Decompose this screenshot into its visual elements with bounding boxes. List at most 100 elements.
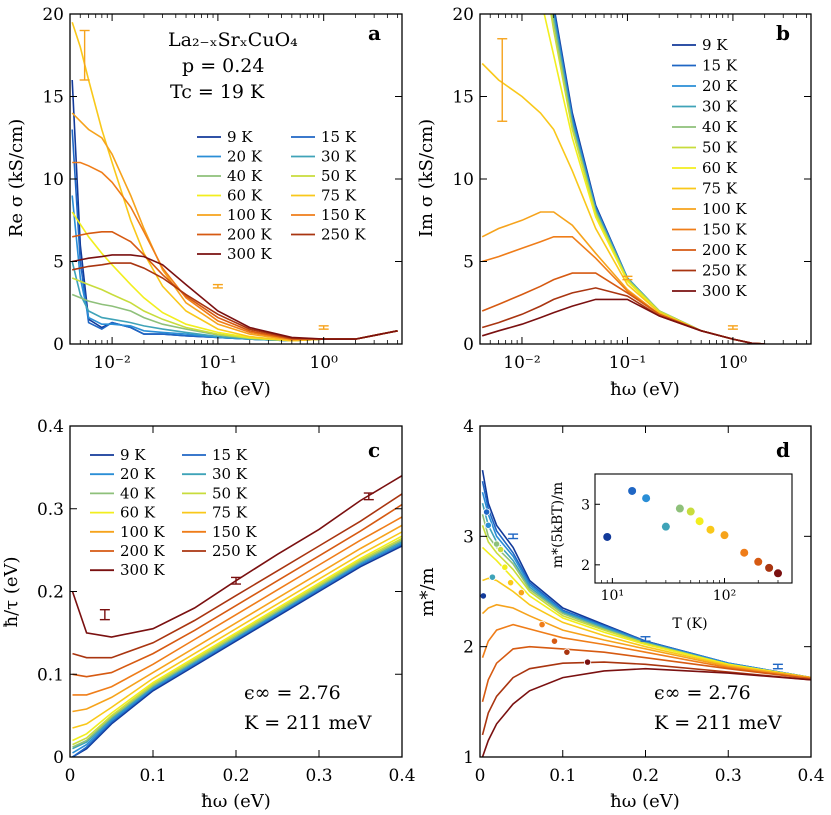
d-series-300k — [481, 667, 811, 757]
panel-c-label: c — [368, 438, 380, 462]
a-ytick-label-1: 5 — [53, 253, 64, 273]
inset-point-60k — [695, 517, 704, 526]
b-ytick-label-2: 10 — [452, 170, 474, 190]
inset-xtick-label-1: 10² — [713, 588, 736, 604]
d-marker-75k — [507, 579, 515, 587]
panel-a-compound: La₂₋ₓSrₓCuO₄ — [168, 29, 298, 51]
d-ytick-label-1: 2 — [463, 638, 474, 658]
inset-point-20k — [642, 494, 651, 503]
d-marker-100k — [517, 589, 525, 597]
d-marker-60k — [501, 563, 509, 571]
b-legend-label-200k: 200 K — [702, 241, 747, 259]
panel-c-eps: ϵ∞ = 2.76 — [244, 682, 341, 704]
inset-point-300k — [773, 569, 782, 578]
c-legend-label-200k: 200 K — [120, 542, 165, 560]
panel-a-tc: Tc = 19 K — [170, 81, 265, 103]
panel-b-ylabel: Im σ (kS/cm) — [416, 119, 437, 237]
panel-c-ylabel: ħ/τ (eV) — [1, 556, 22, 627]
panel-d-ylabel: m*/m — [417, 567, 438, 616]
panel-d-inset: 10¹ 10² 2 3 — [581, 473, 793, 604]
d-xtick-label-2: 0.2 — [632, 766, 659, 786]
panel-a-label: a — [368, 21, 381, 45]
c-legend-label-20k: 20 K — [120, 465, 156, 483]
a-xtick-label-1: 10⁻¹ — [199, 353, 236, 373]
c-legend-label-60k: 60 K — [120, 504, 156, 522]
c-series-40k — [72, 539, 402, 748]
inset-frame — [594, 473, 793, 584]
panel-b-label: b — [776, 21, 790, 45]
d-marker-200k — [550, 637, 559, 645]
inset-ylabel: m*(5kBT)/m — [550, 482, 566, 568]
d-series-100k — [481, 603, 811, 679]
c-xtick-label-2: 0.2 — [222, 766, 249, 786]
inset-point-9k — [603, 532, 612, 541]
b-xtick-label-1: 10⁻¹ — [609, 353, 646, 373]
b-legend-label-100k: 100 K — [702, 200, 747, 218]
inset-point-100k — [720, 531, 729, 540]
c-xtick-label-0: 0 — [65, 766, 76, 786]
d-marker-250k — [563, 648, 571, 656]
c-xtick-label-4: 0.4 — [388, 766, 415, 786]
a-legend-label-50k: 50 K — [321, 167, 357, 185]
a-series-300k — [72, 254, 398, 340]
c-series-75k — [72, 531, 402, 729]
c-ytick-label-4: 0.4 — [37, 417, 64, 437]
d-xtick-label-4: 0.4 — [797, 766, 824, 786]
c-series-150k — [72, 516, 402, 696]
panel-d-eps: ϵ∞ = 2.76 — [654, 682, 751, 704]
inset-point-50k — [686, 507, 695, 516]
d-marker-50k — [497, 545, 505, 554]
a-series-50k — [71, 277, 398, 342]
panel-d-k: K = 211 meV — [654, 712, 782, 734]
inset-point-15k — [628, 486, 637, 495]
c-xtick-label-3: 0.3 — [305, 766, 332, 786]
a-legend-label-9k: 9 K — [227, 128, 253, 146]
b-legend-label-20k: 20 K — [702, 77, 738, 95]
d-ytick-label-2: 3 — [463, 527, 474, 547]
c-legend-label-75k: 75 K — [212, 504, 248, 522]
b-legend-label-9k: 9 K — [702, 36, 728, 54]
c-series-50k — [72, 537, 402, 746]
d-series-200k — [481, 645, 811, 703]
a-legend-label-100k: 100 K — [227, 206, 272, 224]
panel-d-xlabel: ħω (eV) — [610, 791, 680, 812]
a-series-group — [71, 22, 398, 342]
a-legend-label-200k: 200 K — [227, 226, 272, 244]
b-xtick-label-0: 10⁻² — [503, 353, 540, 373]
c-legend-label-30k: 30 K — [212, 465, 248, 483]
b-xtick-label-2: 10⁰ — [719, 353, 748, 373]
c-legend-label-9k: 9 K — [120, 446, 146, 464]
a-legend-label-60k: 60 K — [227, 187, 263, 205]
a-legend-label-15k: 15 K — [321, 128, 357, 146]
inset-ytick-label-0: 2 — [581, 558, 590, 574]
b-legend-label-30k: 30 K — [702, 98, 738, 116]
inset-point-200k — [754, 557, 763, 566]
b-legend-label-40k: 40 K — [702, 118, 738, 136]
d-ytick-label-0: 1 — [463, 748, 474, 768]
d-xtick-label-3: 0.3 — [715, 766, 742, 786]
a-legend-label-20k: 20 K — [227, 148, 263, 166]
c-legend-label-100k: 100 K — [120, 523, 165, 541]
a-legend-label-75k: 75 K — [321, 187, 357, 205]
b-ytick-label-4: 20 — [452, 5, 474, 25]
a-ytick-label-3: 15 — [42, 88, 64, 108]
b-legend-label-150k: 150 K — [702, 221, 747, 239]
a-ytick-label-0: 0 — [53, 335, 64, 355]
c-ytick-label-1: 0.1 — [37, 665, 64, 685]
c-ytick-label-0: 0 — [53, 748, 64, 768]
inset-point-75k — [706, 525, 715, 534]
a-legend-label-30k: 30 K — [321, 148, 357, 166]
inset-point-40k — [675, 504, 684, 513]
b-legend-label-300k: 300 K — [702, 282, 747, 300]
c-legend-label-150k: 150 K — [212, 523, 257, 541]
c-series-250k — [72, 493, 402, 659]
d-xtick-label-0: 0 — [475, 766, 486, 786]
b-ytick-label-1: 5 — [463, 253, 474, 273]
c-ytick-label-2: 0.2 — [37, 583, 64, 603]
b-series-300k — [481, 298, 765, 344]
d-ytick-label-3: 4 — [463, 417, 474, 437]
panel-a-ylabel: Re σ (kS/cm) — [6, 119, 27, 237]
b-legend-label-15k: 15 K — [702, 57, 738, 75]
b-legend-label-50k: 50 K — [702, 139, 738, 157]
